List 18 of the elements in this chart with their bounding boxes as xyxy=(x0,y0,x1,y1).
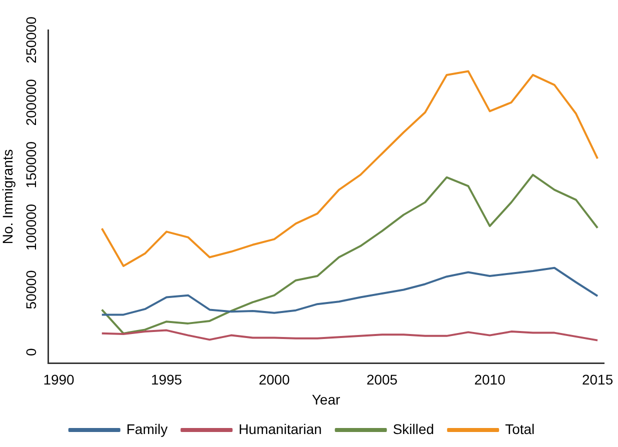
y-tick-label: 250000 xyxy=(22,16,39,64)
y-axis-title: No. Immigrants xyxy=(0,149,16,244)
x-tick-label: 2010 xyxy=(474,372,506,388)
y-tick-label: 0 xyxy=(22,348,39,356)
x-tick-label: 2015 xyxy=(582,372,614,388)
legend-label: Family xyxy=(126,420,168,437)
x-axis-title: Year xyxy=(312,391,340,408)
x-tick-label: 2005 xyxy=(366,372,398,388)
legend-label: Skilled xyxy=(392,420,434,437)
x-tick-label: 1995 xyxy=(150,372,182,388)
x-tick-label: 2000 xyxy=(258,372,290,388)
y-tick-label: 100000 xyxy=(22,204,39,251)
y-tick-label: 150000 xyxy=(22,141,39,188)
legend-label: Total xyxy=(505,420,535,437)
y-tick-label: 200000 xyxy=(22,78,39,126)
legend-label: Humanitarian xyxy=(238,420,322,437)
y-tick-label: 50000 xyxy=(22,270,39,310)
x-tick-label: 1990 xyxy=(43,372,75,388)
